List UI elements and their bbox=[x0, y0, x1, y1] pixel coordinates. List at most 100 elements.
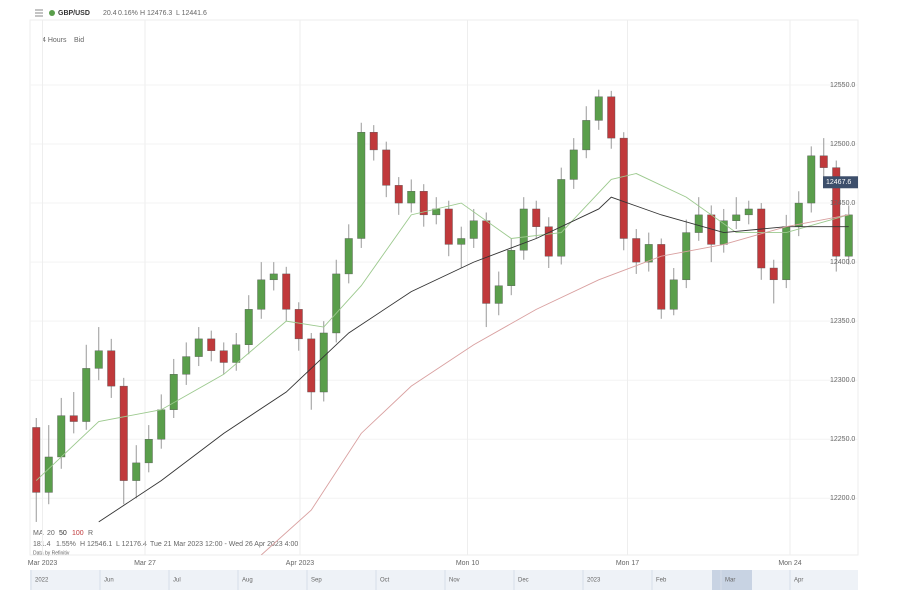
candle-body bbox=[332, 273, 341, 334]
x-tick-label: Mar 27 bbox=[134, 560, 156, 567]
source: Data by Refinitiv bbox=[33, 550, 70, 556]
candle-body bbox=[94, 350, 103, 369]
candle-body bbox=[69, 415, 78, 422]
candle-body bbox=[457, 238, 466, 245]
candle-body bbox=[619, 137, 628, 239]
candle-body bbox=[182, 356, 191, 375]
range-low: L 12176.4 bbox=[116, 541, 147, 548]
y-tick-label: 12400.0 bbox=[830, 259, 855, 266]
candle-body bbox=[669, 279, 678, 310]
ma-50[interactable]: 50 bbox=[59, 530, 67, 537]
candle-body bbox=[32, 427, 41, 493]
candle-body bbox=[732, 214, 741, 221]
candle-body bbox=[657, 244, 666, 310]
candle-body bbox=[844, 214, 853, 257]
candle-body bbox=[807, 155, 816, 204]
status-dot bbox=[49, 10, 55, 16]
navigator-label: 2023 bbox=[587, 578, 601, 584]
candle-body bbox=[819, 155, 828, 168]
candle-body bbox=[544, 226, 553, 257]
navigator[interactable] bbox=[30, 570, 858, 590]
moving-average bbox=[35, 173, 849, 481]
candle-body bbox=[482, 220, 491, 304]
candle-body bbox=[282, 273, 291, 310]
candle-body bbox=[744, 208, 753, 216]
side[interactable]: Bid bbox=[74, 37, 84, 44]
candle-body bbox=[169, 374, 178, 410]
candle-body bbox=[519, 208, 528, 251]
candle-body bbox=[57, 415, 66, 458]
y-tick-label: 12350.0 bbox=[830, 318, 855, 325]
change-pct: 0.16% bbox=[118, 10, 138, 17]
candle-body bbox=[394, 185, 403, 204]
navigator-label: Nov bbox=[449, 578, 460, 584]
menu-icon[interactable] bbox=[35, 9, 43, 17]
navigator-label: Aug bbox=[242, 578, 253, 584]
reset[interactable]: R bbox=[88, 530, 93, 537]
candle-body bbox=[244, 309, 253, 345]
range-high: H 12546.1 bbox=[80, 541, 112, 548]
candle-body bbox=[407, 191, 416, 204]
candle-body bbox=[257, 279, 266, 310]
navigator-label: Jul bbox=[173, 578, 181, 584]
navigator-label: Apr bbox=[794, 578, 803, 584]
candle-body bbox=[469, 220, 478, 239]
candle-body bbox=[594, 96, 603, 121]
ma-label: MA bbox=[33, 530, 44, 537]
navigator-label: Jun bbox=[104, 578, 114, 584]
navigator-label: Sep bbox=[311, 578, 322, 584]
y-tick-label: 12250.0 bbox=[830, 436, 855, 443]
candle-body bbox=[269, 273, 278, 281]
candle-body bbox=[632, 238, 641, 263]
candle-body bbox=[82, 368, 91, 422]
navigator-label: Mar bbox=[725, 578, 735, 584]
candle-body bbox=[494, 285, 503, 304]
candle-body bbox=[357, 131, 366, 239]
y-tick-label: 12200.0 bbox=[830, 495, 855, 502]
candle-body bbox=[294, 309, 303, 340]
navigator-window[interactable] bbox=[712, 570, 752, 590]
symbol[interactable]: GBP/USD bbox=[58, 10, 90, 17]
x-tick-label: Mon 17 bbox=[616, 560, 639, 567]
candle-body bbox=[132, 462, 141, 481]
x-tick-label: Mar 2023 bbox=[28, 560, 58, 567]
candle-body bbox=[44, 456, 53, 493]
navigator-label: Feb bbox=[656, 578, 667, 584]
ma-20[interactable]: 20 bbox=[47, 530, 55, 537]
candle-body bbox=[757, 208, 766, 269]
x-tick-label: Apr 2023 bbox=[286, 560, 315, 567]
y-tick-label: 12450.0 bbox=[830, 200, 855, 207]
navigator-label: 2022 bbox=[35, 578, 49, 584]
price-label: 12467.6 bbox=[826, 179, 851, 186]
candle-body bbox=[144, 439, 153, 464]
candle-body bbox=[207, 338, 216, 351]
candle-body bbox=[569, 149, 578, 180]
moving-average bbox=[98, 196, 849, 523]
ma-100[interactable]: 100 bbox=[72, 530, 84, 537]
range-dates: Tue 21 Mar 2023 12:00 - Wed 26 Apr 2023 … bbox=[150, 541, 298, 548]
candle-body bbox=[694, 214, 703, 233]
candle-body bbox=[194, 338, 203, 357]
y-tick-label: 12300.0 bbox=[830, 377, 855, 384]
candle-body bbox=[119, 385, 128, 481]
y-tick-label: 12550.0 bbox=[830, 82, 855, 89]
candle-body bbox=[319, 332, 328, 393]
moving-average bbox=[260, 214, 849, 555]
plot-area bbox=[29, 19, 859, 556]
low: L 12441.6 bbox=[176, 10, 207, 17]
interval[interactable]: 4 Hours bbox=[42, 37, 67, 44]
navigator-label: Dec bbox=[518, 578, 529, 584]
candle-body bbox=[232, 344, 241, 363]
candle-body bbox=[382, 149, 391, 186]
candle-body bbox=[557, 179, 566, 257]
candle-body bbox=[157, 409, 166, 440]
change: 20.4 bbox=[103, 10, 117, 17]
candle-body bbox=[607, 96, 616, 139]
candle-body bbox=[507, 250, 516, 286]
high: H 12476.3 bbox=[140, 10, 172, 17]
price-badge bbox=[823, 176, 858, 189]
candle-body bbox=[644, 244, 653, 263]
candle-body bbox=[582, 120, 591, 151]
y-tick-label: 12500.0 bbox=[830, 141, 855, 148]
